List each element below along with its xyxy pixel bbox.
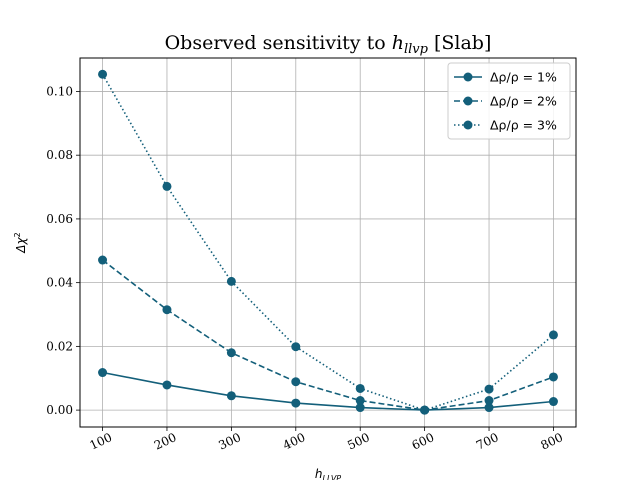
data-point — [548, 397, 558, 407]
series-layer — [98, 69, 558, 415]
series-1 — [98, 368, 558, 415]
legend-marker — [463, 120, 473, 130]
title-suffix: [Slab] — [428, 32, 491, 54]
legend-entry-2: Δρ/ρ = 2% — [454, 94, 557, 109]
x-axis-label-main: h — [315, 467, 323, 480]
data-point — [162, 380, 172, 390]
data-point — [226, 391, 236, 401]
data-point — [484, 403, 494, 413]
y-tick-label: 0.10 — [46, 84, 73, 98]
data-point — [291, 342, 301, 352]
data-point — [98, 69, 108, 79]
series-line — [101, 73, 554, 411]
y-tick-label: 0.00 — [46, 403, 73, 417]
data-point — [484, 396, 494, 406]
data-point — [226, 348, 236, 358]
y-tick-label: 0.08 — [46, 148, 73, 162]
title-variable-subscript: llvp — [404, 42, 429, 57]
x-axis-label-subscript: LLVP — [322, 474, 341, 480]
legend-marker — [463, 96, 473, 106]
y-axis-label-main: Δχ — [14, 236, 28, 253]
y-axis-label: Δχ2 — [13, 232, 28, 253]
x-axis-label: hLLVP — [315, 467, 341, 480]
series-3 — [98, 69, 558, 415]
series-line — [102, 259, 554, 411]
data-point — [420, 405, 430, 415]
labels: Observed sensitivity to hllvp [Slab]hLLV… — [13, 32, 491, 480]
data-point — [98, 368, 108, 378]
legend-label: Δρ/ρ = 2% — [490, 94, 557, 109]
data-point — [355, 403, 365, 413]
series-line — [102, 371, 554, 411]
plot-frame — [79, 57, 577, 428]
y-tick-label: 0.04 — [46, 276, 73, 290]
data-point — [98, 255, 108, 265]
data-point — [291, 398, 301, 408]
data-point — [548, 372, 558, 382]
data-point — [355, 396, 365, 406]
y-axis-label-superscript: 2 — [13, 232, 22, 237]
data-point — [162, 305, 172, 315]
title-variable: h — [392, 32, 404, 54]
legend-entry-1: Δρ/ρ = 1% — [454, 70, 557, 85]
data-point — [355, 383, 365, 393]
title-text: Observed sensitivity to — [165, 32, 392, 54]
y-tick-label: 0.02 — [46, 339, 73, 353]
data-point — [484, 384, 494, 394]
data-point — [291, 377, 301, 387]
legend-box — [447, 62, 571, 140]
legend-entry-3: Δρ/ρ = 3% — [454, 118, 557, 133]
data-point — [162, 181, 172, 191]
legend-label: Δρ/ρ = 3% — [490, 118, 557, 133]
legend-marker — [463, 72, 473, 82]
chart-title: Observed sensitivity to hllvp [Slab] — [165, 32, 492, 57]
data-point — [548, 330, 558, 340]
legend-label: Δρ/ρ = 1% — [490, 70, 557, 85]
legend: Δρ/ρ = 1% Δρ/ρ = 2% Δρ/ρ = 3% — [447, 62, 571, 140]
y-tick-label: 0.06 — [46, 212, 73, 226]
data-point — [226, 276, 236, 286]
